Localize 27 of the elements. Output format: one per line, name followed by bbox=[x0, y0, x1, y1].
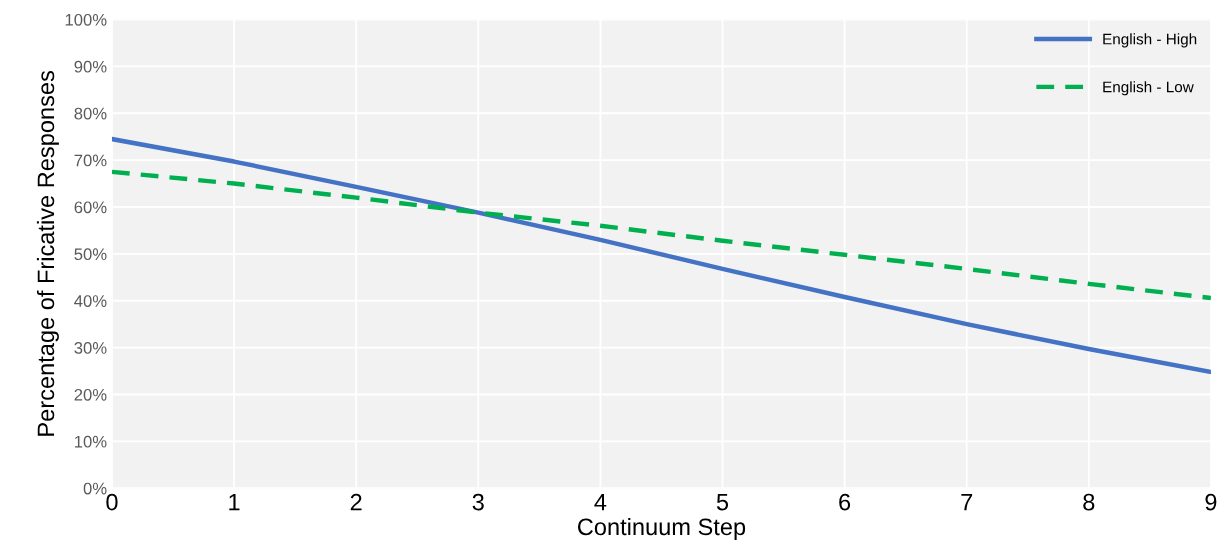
y-tick-label: 30% bbox=[74, 342, 107, 354]
y-tick-label: 50% bbox=[74, 248, 107, 261]
x-tick-label: 3 bbox=[472, 493, 484, 511]
x-tick-label: 0 bbox=[106, 493, 118, 511]
x-tick-label: 9 bbox=[1205, 493, 1217, 511]
y-tick-label: 90% bbox=[74, 60, 107, 73]
y-tick-label: 60% bbox=[74, 201, 107, 214]
y-tick-label: 0% bbox=[83, 482, 107, 495]
x-axis-title: Continuum Step bbox=[577, 517, 746, 540]
x-tick-label: 7 bbox=[961, 493, 973, 511]
y-tick-label: 20% bbox=[74, 388, 107, 401]
y-tick-label: 100% bbox=[65, 13, 107, 26]
x-tick-label: 6 bbox=[839, 493, 851, 511]
line-series bbox=[111, 169, 1211, 301]
legend-label: English - High bbox=[1103, 33, 1197, 48]
x-tick-label: 1 bbox=[229, 493, 240, 511]
x-tick-label: 8 bbox=[1083, 493, 1095, 511]
y-tick-label: 40% bbox=[74, 295, 107, 307]
y-axis-title: Percentage of Fricative Responses bbox=[36, 71, 59, 436]
line-series bbox=[111, 136, 1211, 375]
x-tick-label: 2 bbox=[350, 493, 362, 511]
legend-label: English - Low bbox=[1103, 81, 1194, 96]
y-tick-label: 80% bbox=[74, 107, 107, 120]
x-tick-label: 5 bbox=[716, 493, 729, 511]
y-tick-label: 70% bbox=[74, 154, 107, 167]
y-tick-label: 10% bbox=[75, 435, 107, 448]
x-tick-label: 4 bbox=[594, 493, 607, 511]
